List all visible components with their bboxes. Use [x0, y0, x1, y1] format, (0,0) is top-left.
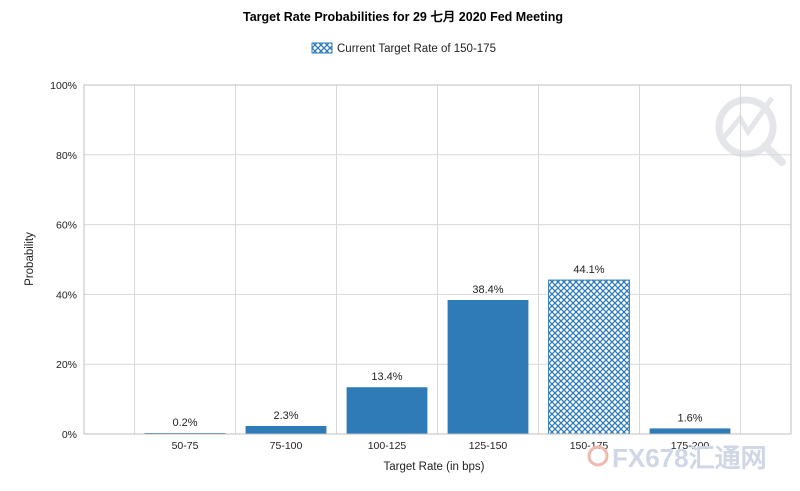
data-label-100-125: 13.4%	[371, 371, 402, 383]
data-label-50-75: 0.2%	[172, 417, 197, 429]
watermark: FX678汇通网	[587, 443, 767, 473]
y-tick-label: 100%	[50, 80, 77, 92]
x-axis-label: Target Rate (in bps)	[384, 461, 485, 473]
bar-100-125	[346, 387, 428, 434]
x-tick-label: 175-200	[671, 440, 710, 452]
plot-border	[83, 84, 792, 435]
bar-125-150	[447, 299, 529, 434]
data-label-150-175: 44.1%	[573, 264, 604, 276]
bar-175-200	[649, 428, 731, 434]
data-label-175-200: 1.6%	[677, 412, 702, 424]
watermark-logo	[715, 96, 786, 166]
grid	[84, 84, 791, 434]
x-tick-label: 100-125	[368, 440, 407, 452]
bar-150-175	[548, 279, 630, 435]
y-tick-label: 40%	[56, 289, 77, 301]
legend-swatch	[311, 42, 333, 54]
data-label-75-100: 2.3%	[273, 410, 298, 422]
legend: Current Target Rate of 150-175	[311, 42, 496, 55]
x-tick-label: 50-75	[172, 440, 199, 452]
y-tick-labels: 0% 20% 40% 60% 80% 100%	[50, 80, 77, 441]
y-tick-label: 80%	[56, 150, 77, 162]
data-label-125-150: 38.4%	[472, 284, 503, 296]
x-tick-label: 75-100	[270, 440, 303, 452]
y-tick-label: 0%	[62, 429, 77, 441]
x-tick-labels: 50-75 75-100 100-125 125-150 150-175 175-200	[172, 440, 710, 452]
y-tick-label: 20%	[56, 359, 77, 371]
data-labels: 0.2% 2.3% 13.4% 38.4% 44.1% 1.6%	[172, 264, 702, 429]
x-tick-label: 150-175	[570, 440, 609, 452]
watermark-text: FX678汇通网	[612, 443, 767, 473]
legend-label: Current Target Rate of 150-175	[337, 43, 496, 55]
bar-75-100	[245, 425, 327, 434]
x-tick-label: 125-150	[469, 440, 508, 452]
y-tick-label: 60%	[56, 220, 77, 232]
chart-title: Target Rate Probabilities for 29 七月 2020…	[243, 10, 563, 24]
y-axis-label: Probability	[24, 232, 36, 286]
